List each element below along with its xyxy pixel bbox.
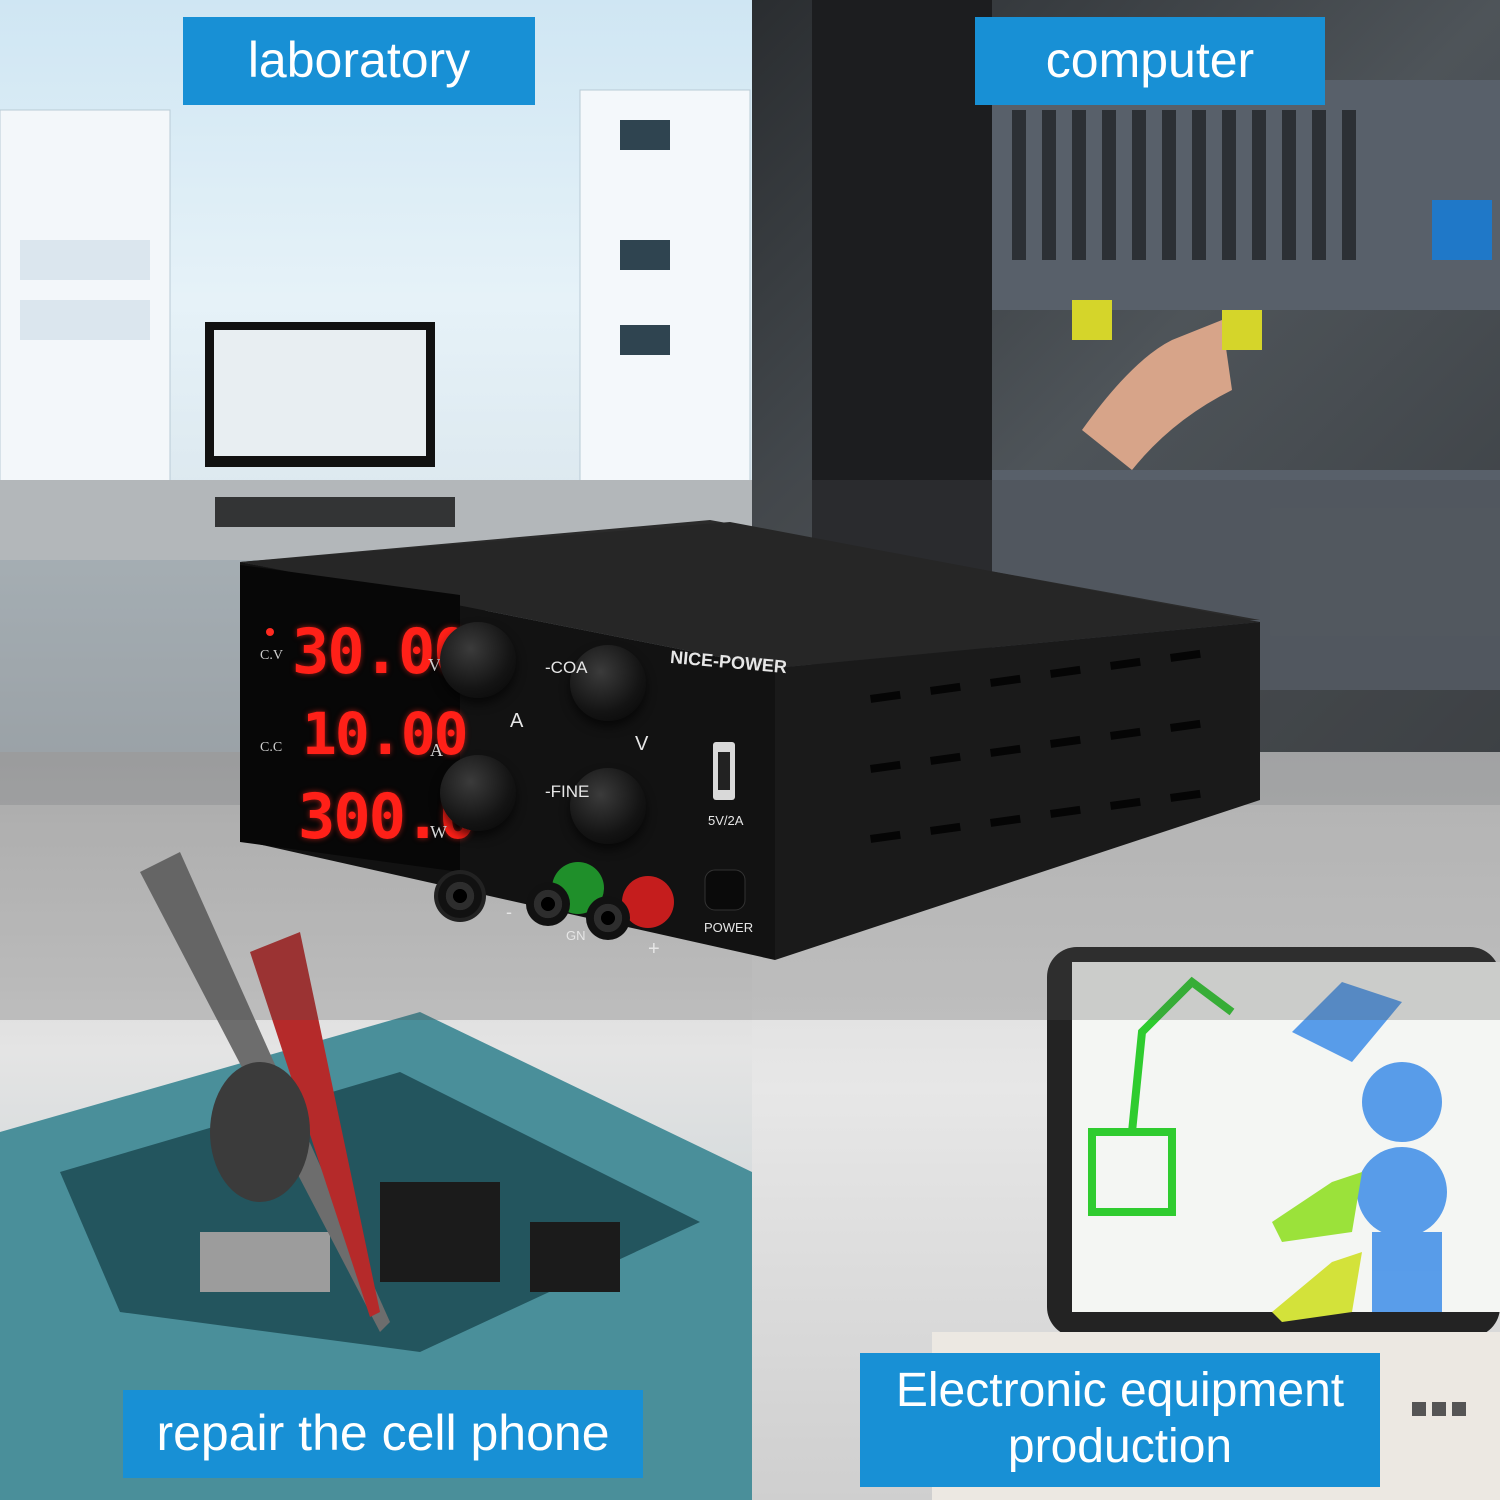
current-knob-label: A bbox=[510, 710, 524, 732]
fine-label: -FINE bbox=[545, 782, 590, 801]
electronic-equipment-production-label: Electronic equipment production bbox=[860, 1353, 1380, 1487]
cc-mode-label: C.C bbox=[260, 740, 283, 755]
current-readout: 10.00 bbox=[302, 700, 469, 768]
cv-mode-label: C.V bbox=[260, 648, 283, 663]
voltage-unit: V bbox=[428, 655, 441, 675]
production-label-line2: production bbox=[1007, 1420, 1233, 1473]
power-unit: W bbox=[430, 822, 447, 842]
current-fine-knob[interactable] bbox=[440, 755, 516, 831]
power-supply-unit: 30.00 10.00 300.0 V A W C.V C.C -COA -FI… bbox=[230, 500, 1270, 1020]
power-supply-case bbox=[240, 520, 1260, 960]
ground-terminal[interactable] bbox=[526, 882, 570, 926]
cv-indicator-led bbox=[266, 628, 274, 636]
positive-terminal[interactable] bbox=[586, 896, 630, 940]
laboratory-photo bbox=[0, 0, 752, 752]
circuit-board-scene bbox=[0, 852, 752, 1500]
repair-cell-phone-label: repair the cell phone bbox=[123, 1390, 643, 1478]
current-coarse-knob[interactable] bbox=[440, 622, 516, 698]
voltage-knob-label: V bbox=[635, 733, 649, 755]
voltage-fine-knob[interactable] bbox=[570, 768, 646, 844]
laboratory-label: laboratory bbox=[183, 17, 535, 105]
server-rack-scene bbox=[812, 0, 1500, 752]
current-unit: A bbox=[430, 740, 443, 760]
positive-terminal-ring bbox=[622, 876, 674, 928]
positive-terminal-label: + bbox=[648, 938, 660, 960]
laboratory-scene bbox=[0, 89, 752, 560]
ground-terminal-label: GN bbox=[566, 928, 586, 943]
negative-terminal-label: - bbox=[506, 902, 512, 922]
production-label-line1: Electronic equipment bbox=[895, 1364, 1345, 1417]
power-button[interactable] bbox=[704, 869, 746, 911]
negative-terminal[interactable] bbox=[438, 874, 482, 918]
power-label: POWER bbox=[704, 920, 754, 935]
computer-label: computer bbox=[975, 17, 1325, 105]
voltage-coarse-knob[interactable] bbox=[570, 645, 646, 721]
coarse-label: -COA bbox=[545, 658, 588, 677]
usb-label: 5V/2A bbox=[708, 813, 744, 828]
